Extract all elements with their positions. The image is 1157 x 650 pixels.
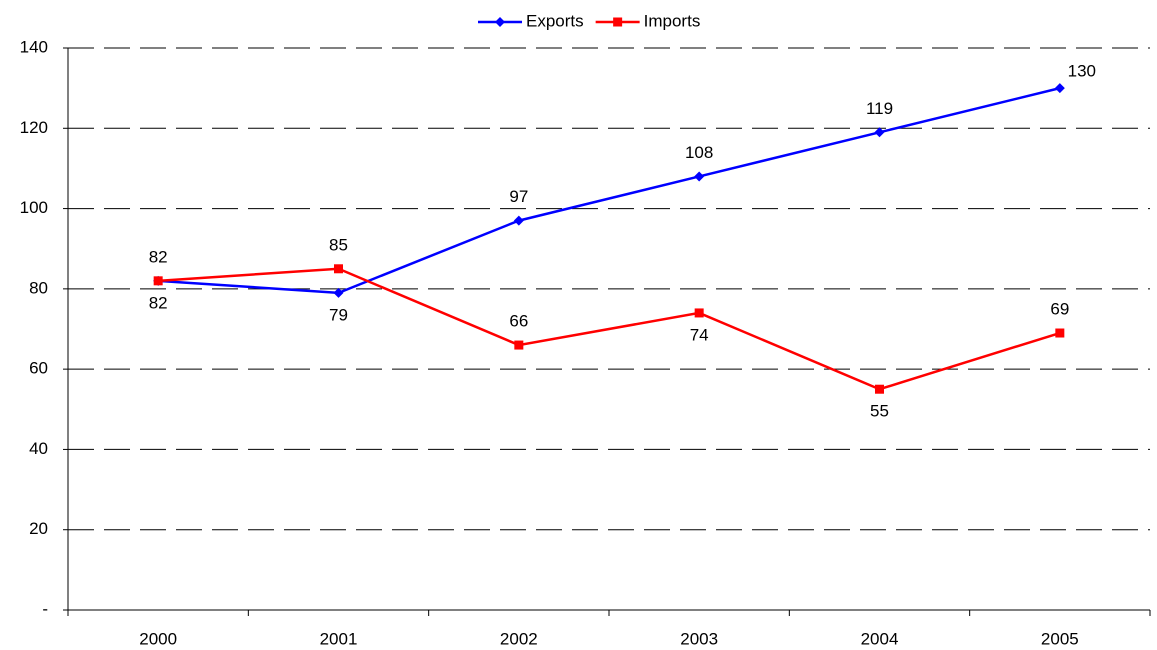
legend-label: Imports [644, 11, 701, 30]
y-tick-label: 120 [20, 118, 48, 137]
x-tick-label: 2002 [500, 629, 538, 648]
y-tick-label: - [42, 599, 48, 618]
marker [875, 384, 884, 394]
data-label: 55 [870, 402, 889, 421]
data-label: 85 [329, 235, 348, 254]
data-label: 97 [509, 187, 528, 206]
marker [153, 276, 163, 286]
legend-marker [495, 17, 505, 27]
marker [694, 171, 705, 182]
line [158, 267, 1061, 391]
x-tick-label: 2005 [1041, 629, 1079, 648]
x-tick-label: 2004 [861, 629, 899, 648]
x-tick-label: 2001 [320, 629, 358, 648]
marker [1054, 83, 1065, 94]
marker [694, 308, 704, 318]
y-tick-label: 20 [29, 519, 48, 538]
y-tick-label: 40 [29, 439, 48, 458]
y-tick-label: 60 [29, 359, 48, 378]
data-label: 108 [685, 143, 713, 162]
marker [514, 340, 524, 350]
x-tick-label: 2003 [680, 629, 718, 648]
y-tick-label: 80 [29, 278, 48, 297]
marker [513, 215, 524, 226]
data-label: 69 [1050, 299, 1069, 318]
line [158, 86, 1061, 295]
y-tick-label: 100 [20, 198, 48, 217]
data-label: 66 [509, 312, 528, 331]
marker [874, 127, 885, 138]
data-label: 82 [149, 247, 168, 266]
data-label: 79 [329, 305, 348, 324]
legend-marker [613, 17, 623, 27]
data-label: 82 [149, 293, 168, 312]
x-tick-label: 2000 [139, 629, 177, 648]
data-label: 74 [690, 325, 709, 344]
marker [333, 287, 344, 298]
data-label: 130 [1068, 62, 1096, 81]
y-tick-label: 140 [20, 37, 48, 56]
data-label: 119 [866, 99, 893, 118]
marker [334, 264, 343, 274]
legend-label: Exports [526, 11, 584, 30]
marker [1055, 328, 1065, 338]
